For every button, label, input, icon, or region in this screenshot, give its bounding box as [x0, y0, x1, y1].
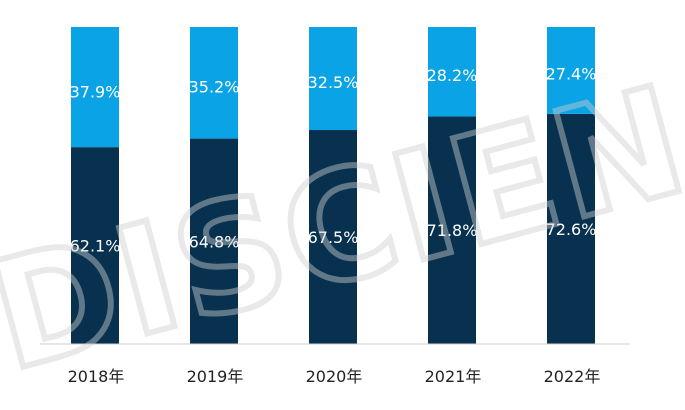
data-label-2-2: 35.2%: [189, 78, 240, 97]
x-tick-label-3: 2020年: [306, 367, 363, 386]
bar-segment-2-1: [71, 27, 119, 148]
bar-segment-2-3: [309, 27, 357, 131]
x-tick-label-1: 2018年: [68, 367, 125, 386]
data-label-1-4: 71.8%: [427, 221, 478, 240]
data-label-1-5: 72.6%: [546, 220, 597, 239]
data-label-1-1: 62.1%: [70, 237, 121, 256]
bar-segment-1-2: [190, 138, 238, 344]
data-label-2-4: 28.2%: [427, 66, 478, 85]
data-label-1-3: 67.5%: [308, 228, 359, 247]
bar-segment-1-5: [547, 113, 595, 344]
bar-segment-2-2: [190, 27, 238, 139]
bar-segment-2-4: [428, 27, 476, 117]
x-tick-label-2: 2019年: [187, 367, 244, 386]
x-tick-label-5: 2022年: [544, 367, 601, 386]
data-label-1-2: 64.8%: [189, 232, 240, 251]
bar-segment-1-4: [428, 116, 476, 344]
bar-segment-2-5: [547, 27, 595, 114]
data-label-2-3: 32.5%: [308, 73, 359, 92]
x-tick-label-4: 2021年: [425, 367, 482, 386]
bar-segment-1-1: [71, 147, 119, 344]
bar-segment-1-3: [309, 130, 357, 344]
data-label-2-1: 37.9%: [70, 82, 121, 101]
bars-group: 62.1% 37.9% 64.8% 35.2% 67.5% 32.5% 71.8% 28.2%…: [70, 27, 597, 344]
data-label-2-5: 27.4%: [546, 64, 597, 83]
x-tick-labels: 2018年 2019年 2020年 2021年 2022年: [68, 367, 601, 386]
